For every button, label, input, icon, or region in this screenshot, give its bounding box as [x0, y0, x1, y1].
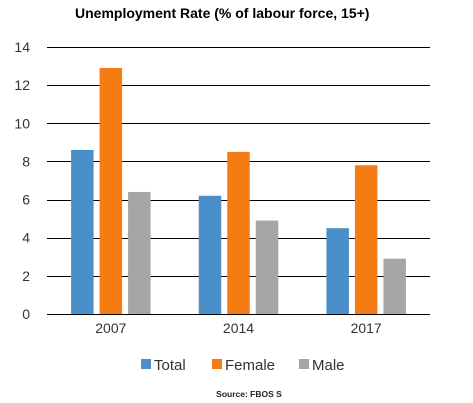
x-tick-label: 2014	[223, 320, 254, 336]
legend-label-total: Total	[154, 357, 186, 374]
legend-swatch-male	[299, 359, 309, 369]
bar-female-2007	[99, 67, 123, 314]
bar-male-2017	[383, 258, 406, 314]
x-tick-label: 2007	[95, 320, 126, 336]
bar-female-2014	[227, 151, 250, 314]
bar-male-2014	[255, 220, 279, 314]
bar-male-2007	[128, 191, 151, 314]
chart-title: Unemployment Rate (% of labour force, 15…	[75, 5, 369, 21]
legend-label-male: Male	[312, 357, 345, 374]
x-axis-ticks: 2007 2014 2017	[95, 320, 382, 336]
bar-female-2017	[354, 165, 378, 314]
y-tick-label: 10	[14, 115, 30, 131]
bar-total-2007	[71, 149, 94, 314]
y-tick-label: 0	[22, 306, 30, 322]
y-axis-ticks: 0 2 4 6 8 10 12 14	[14, 39, 30, 322]
legend-swatch-total	[141, 359, 151, 369]
y-tick-label: 12	[14, 77, 30, 93]
legend: Total Female Male	[141, 357, 345, 374]
x-tick-label: 2017	[351, 320, 382, 336]
bars	[71, 67, 406, 314]
legend-swatch-female	[212, 359, 222, 369]
bar-total-2014	[198, 195, 222, 314]
legend-label-female: Female	[225, 357, 275, 374]
y-tick-label: 8	[22, 153, 30, 169]
bar-total-2017	[326, 228, 349, 314]
y-tick-label: 2	[22, 268, 30, 284]
source-note: Source: FBOS S	[216, 389, 282, 399]
y-tick-label: 14	[14, 39, 30, 55]
y-tick-label: 4	[22, 230, 30, 246]
y-tick-label: 6	[22, 192, 30, 208]
